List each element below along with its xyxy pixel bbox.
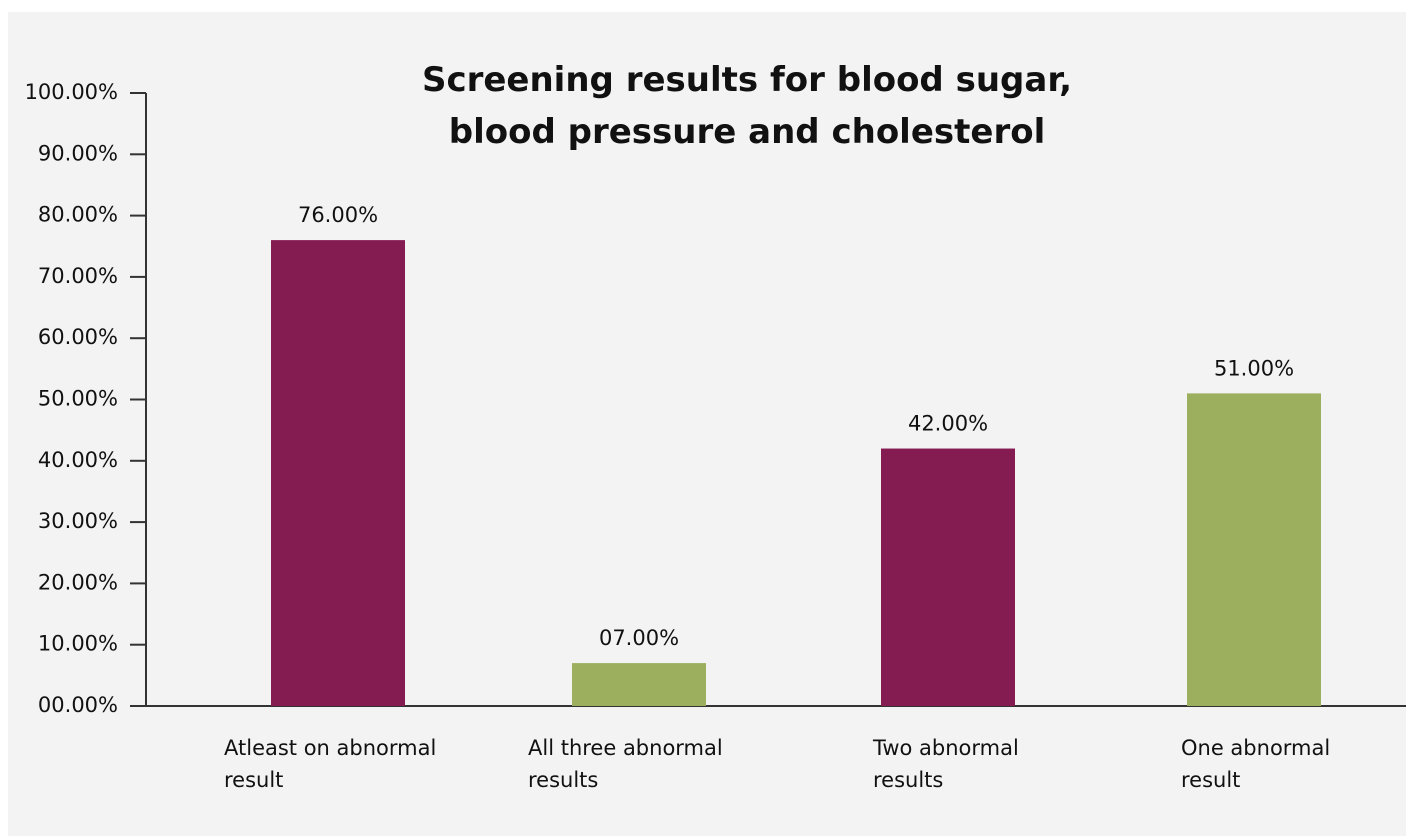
data-label: 07.00%: [599, 626, 679, 650]
x-tick-label: All three abnormal results: [528, 736, 723, 792]
y-tick-label: 30.00%: [38, 509, 118, 533]
y-tick-label: 50.00%: [38, 387, 118, 411]
chart-background: [8, 12, 1406, 836]
y-tick-label: 40.00%: [38, 448, 118, 472]
data-label: 42.00%: [908, 412, 988, 436]
x-tick-label: Two abnormal results: [873, 736, 1019, 792]
bar: [271, 240, 405, 706]
y-tick-label: 00.00%: [38, 693, 118, 717]
bar: [572, 663, 706, 706]
chart-title: Screening results for blood sugar, blood…: [421, 60, 1073, 152]
y-tick-label: 20.00%: [38, 570, 118, 594]
x-tick-label: Atleast on abnormal result: [224, 736, 437, 792]
y-tick-label: 10.00%: [38, 632, 118, 656]
data-label: 76.00%: [298, 203, 378, 227]
x-tick-label: One abnormal result: [1181, 736, 1331, 792]
y-tick-label: 60.00%: [38, 325, 118, 349]
bar: [1187, 393, 1321, 706]
y-tick-label: 100.00%: [25, 80, 118, 104]
y-tick-label: 90.00%: [38, 141, 118, 165]
data-label: 51.00%: [1214, 356, 1294, 380]
y-tick-label: 80.00%: [38, 203, 118, 227]
y-tick-label: 70.00%: [38, 264, 118, 288]
bar: [881, 448, 1015, 706]
